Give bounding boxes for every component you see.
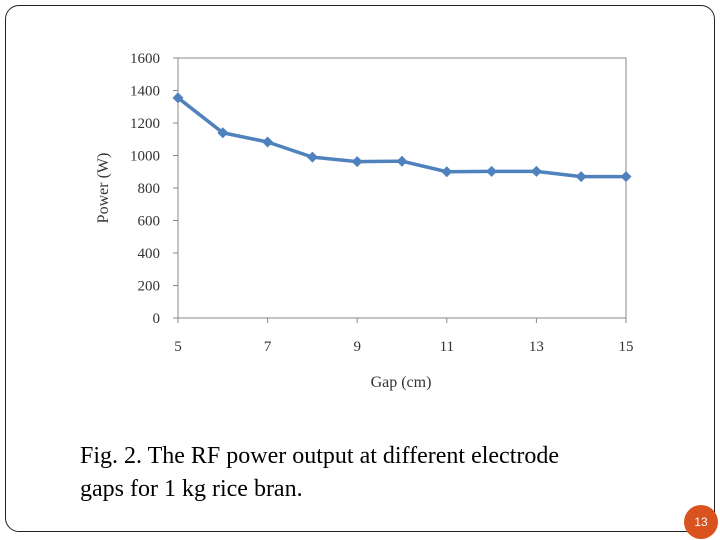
x-tick-label: 15 (619, 339, 634, 355)
y-tick-label: 200 (138, 279, 161, 295)
figure-caption: Fig. 2. The RF power output at different… (80, 440, 680, 506)
data-point (217, 127, 229, 139)
data-point (262, 136, 274, 148)
y-axis-label: Power (W) (95, 153, 112, 224)
y-tick-label: 0 (153, 311, 161, 327)
data-point (486, 165, 498, 177)
data-point (306, 151, 318, 163)
data-point (172, 92, 184, 104)
data-point (396, 155, 408, 167)
x-tick-label: 13 (529, 339, 544, 355)
x-axis-label: Gap (cm) (371, 374, 432, 391)
data-point (441, 166, 453, 178)
x-tick-label: 9 (353, 339, 361, 355)
data-point (620, 171, 632, 183)
caption-line-1: Fig. 2. The RF power output at different… (80, 443, 560, 469)
x-tick-label: 11 (440, 339, 454, 355)
y-tick-label: 400 (138, 246, 161, 262)
x-tick-label: 7 (264, 339, 272, 355)
x-tick-label: 5 (174, 339, 182, 355)
data-point (575, 171, 587, 183)
slide-frame (5, 5, 715, 532)
page-number-badge: 13 (684, 505, 718, 539)
y-tick-label: 1400 (130, 84, 160, 100)
y-tick-label: 1200 (130, 116, 160, 132)
y-tick-label: 1000 (130, 149, 160, 165)
y-tick-label: 800 (138, 181, 161, 197)
plot-area (177, 57, 627, 319)
data-point (530, 165, 542, 177)
data-point (351, 156, 363, 168)
caption-line-2: gaps for 1 kg rice bran. (80, 476, 303, 502)
y-tick-label: 1600 (130, 51, 160, 67)
y-tick-label: 600 (138, 214, 161, 230)
